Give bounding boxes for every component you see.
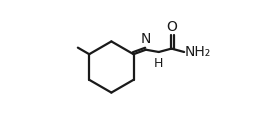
- Text: O: O: [166, 20, 177, 34]
- Text: N: N: [141, 32, 151, 46]
- Text: H: H: [154, 57, 163, 70]
- Text: NH₂: NH₂: [185, 45, 211, 59]
